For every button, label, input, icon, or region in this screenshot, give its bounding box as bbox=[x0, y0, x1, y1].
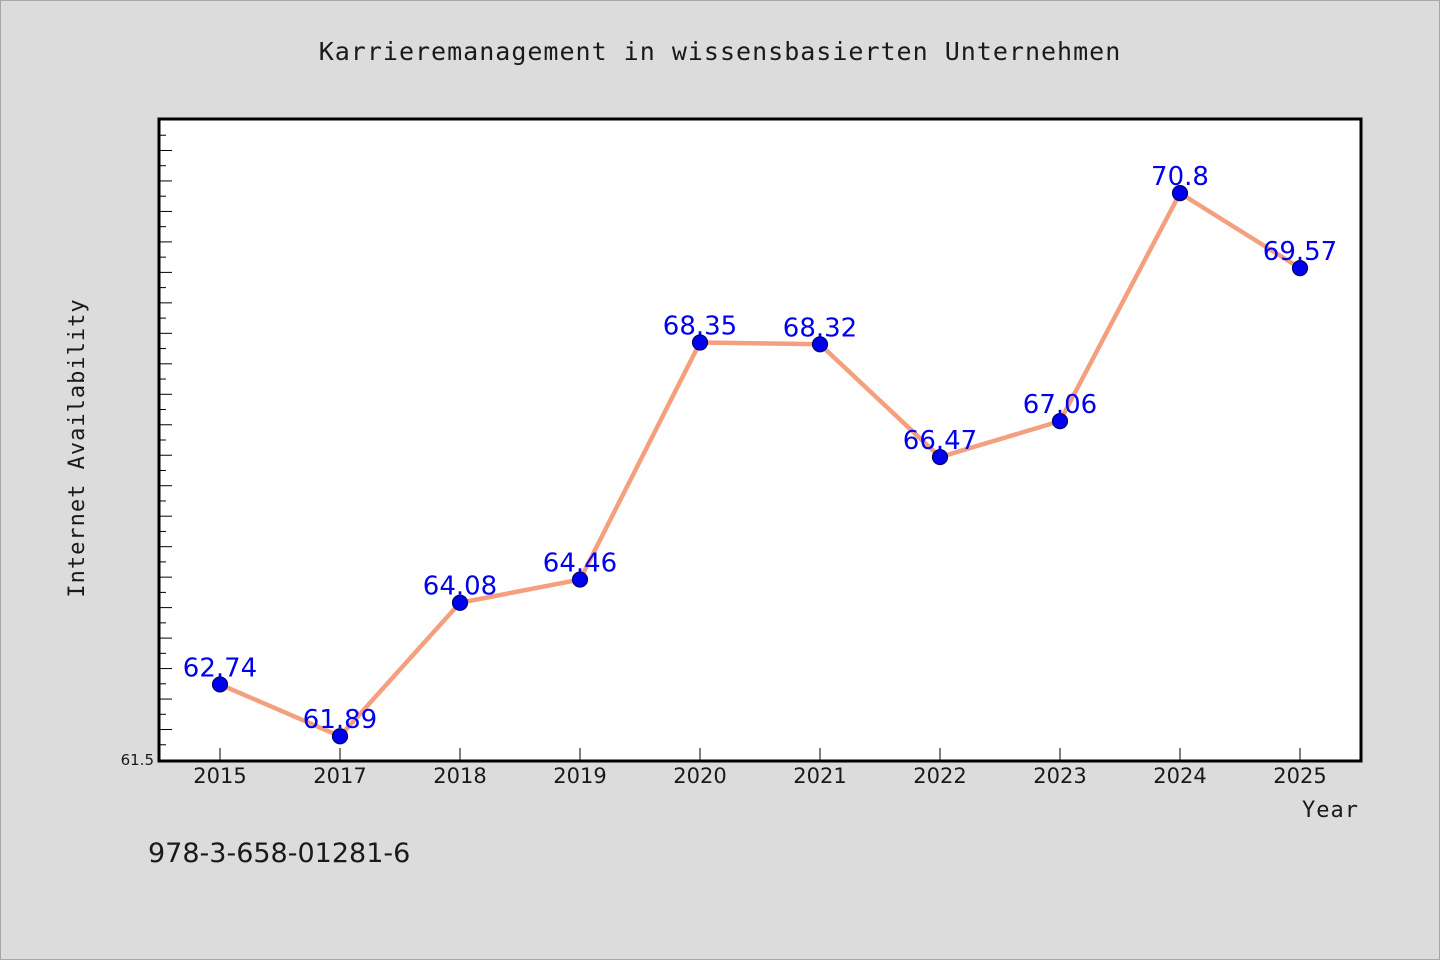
y-tick-label: 61.5 bbox=[121, 751, 154, 769]
data-point-marker bbox=[571, 571, 589, 588]
data-point-label: 64.46 bbox=[543, 549, 617, 579]
x-tick-label: 2019 bbox=[553, 764, 606, 788]
chart-title: Karrieremanagement in wissensbasierten U… bbox=[319, 37, 1122, 66]
plot-area bbox=[157, 117, 1363, 763]
data-point-label: 62.74 bbox=[183, 653, 257, 683]
data-point-marker bbox=[331, 728, 349, 745]
data-point-label: 66.47 bbox=[903, 426, 977, 456]
isbn-footnote: 978-3-658-01281-6 bbox=[148, 838, 410, 869]
x-tick-label: 2025 bbox=[1273, 764, 1326, 788]
x-tick-label: 2015 bbox=[193, 764, 246, 788]
data-point-marker bbox=[451, 594, 469, 611]
x-tick-label: 2020 bbox=[673, 764, 726, 788]
data-point-marker bbox=[811, 336, 829, 353]
data-point-label: 67.06 bbox=[1023, 390, 1097, 420]
data-labels: 62.74 61.89 64.08 64.46 68.35 68.32 66.47 67.06… bbox=[183, 162, 1337, 735]
series-markers bbox=[211, 185, 1309, 745]
x-axis-ticks: 2015 2017 2018 2019 2020 2021 2022 2023 2024 2025 bbox=[193, 748, 1327, 788]
x-tick-label: 2022 bbox=[913, 764, 966, 788]
x-tick-label: 2021 bbox=[793, 764, 846, 788]
x-tick-label: 2024 bbox=[1153, 764, 1206, 788]
x-tick-label: 2017 bbox=[313, 764, 366, 788]
data-point-label: 69.57 bbox=[1263, 237, 1337, 267]
data-point-marker bbox=[1291, 260, 1309, 277]
data-point-label: 64.08 bbox=[423, 572, 497, 602]
data-point-marker bbox=[211, 676, 229, 693]
y-axis-label: Internet Availability bbox=[65, 298, 90, 597]
data-point-label: 70.8 bbox=[1151, 162, 1209, 192]
data-point-label: 61.89 bbox=[303, 705, 377, 735]
y-axis-minor-ticks bbox=[160, 119, 172, 761]
series-line-group bbox=[217, 190, 1303, 739]
data-point-label: 68.35 bbox=[663, 311, 737, 341]
data-point-marker bbox=[1051, 413, 1069, 430]
y-axis-ticks: 61.5 bbox=[121, 751, 154, 769]
x-tick-label: 2018 bbox=[433, 764, 486, 788]
data-point-marker bbox=[1171, 185, 1189, 202]
data-point-marker bbox=[691, 334, 709, 351]
series-line bbox=[217, 190, 1303, 739]
x-axis-label: Year bbox=[1302, 798, 1359, 823]
x-tick-label: 2023 bbox=[1033, 764, 1086, 788]
data-point-label: 68.32 bbox=[783, 313, 857, 343]
data-point-marker bbox=[931, 448, 949, 466]
